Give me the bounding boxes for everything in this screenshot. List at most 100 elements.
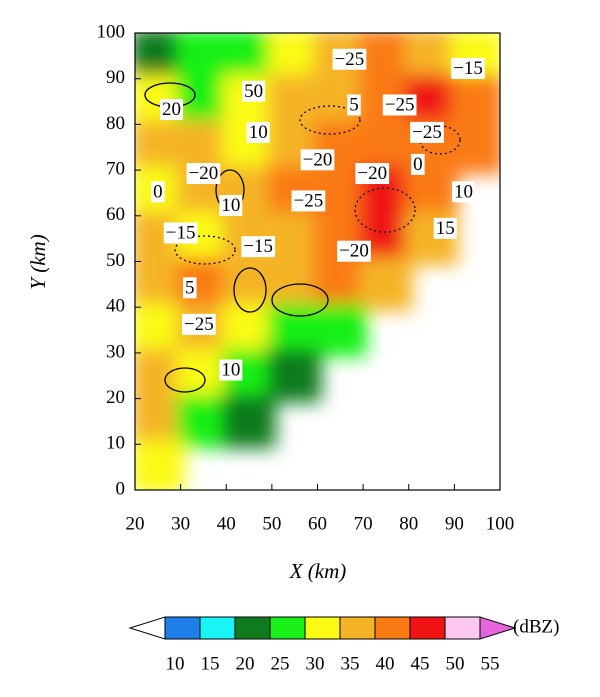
contour-label: −20 [339,241,369,262]
x-tick-label: 20 [126,513,145,534]
field-cell [222,394,276,449]
y-axis-label: Y (km) [26,234,50,289]
contour-label-bg [382,94,417,116]
colorbar-label: 40 [376,653,395,674]
colorbar-label: 55 [481,653,500,674]
field-cells [135,33,500,490]
colorbar: 10 15 20 25 30 35 40 45 50 55 (dBZ) [128,616,559,674]
contour-label-bg [332,48,367,70]
x-axis-label: X (km) [289,559,347,583]
x-tick-label: 60 [308,513,327,534]
field-cell [222,257,276,312]
y-tick-label: 80 [106,113,125,134]
field-cell [267,33,322,83]
colorbar-over [479,616,517,640]
contour-label: 5 [349,94,359,115]
contour-label: −25 [385,94,415,115]
field-cell [404,33,459,83]
contour-label: 10 [221,195,240,216]
colorbar-label: 50 [446,653,465,674]
contour-label: 5 [185,277,195,298]
contour-label-bg [355,163,390,185]
field-cell [135,303,185,357]
contour-label-bg [291,190,326,212]
contour-label: −15 [453,58,483,79]
contour-label: 15 [436,218,455,239]
field-cell [176,394,231,449]
contour-label: −15 [243,236,273,257]
field [135,33,500,490]
contour-line [299,105,361,135]
colorbar-label: 30 [306,653,325,674]
contour-label-bg [182,313,216,335]
contour-label-bg [451,57,485,79]
y-tick-label: 10 [106,433,125,454]
contour-label-bg [452,181,475,203]
field-cell [450,120,500,175]
field-cell [313,303,368,357]
contour-label: −25 [335,49,365,70]
field-cell [176,74,231,129]
colorbar-box [374,616,411,640]
x-tick-label: 80 [399,513,418,534]
y-tick-label: 50 [106,250,125,271]
contour-label-bg [411,153,425,175]
contour-label-bg [347,94,361,116]
contour-label-bg [241,236,276,258]
contour-label: −25 [412,122,442,143]
field-cell [450,74,500,129]
x-tick-label: 30 [171,513,190,534]
y-tick-label: 90 [106,67,125,88]
field-cell [313,257,368,312]
colorbar-under [128,616,166,640]
field-cell [135,120,185,175]
colorbar-unit: (dBZ) [513,616,559,637]
contour-label: −20 [189,163,219,184]
contour-label-bg [160,99,183,121]
field-cell [267,303,322,357]
field-cell [176,33,231,83]
colorbar-box [269,616,306,640]
y-tick-label: 100 [97,21,126,42]
contour-label: 10 [221,360,240,381]
annotations: −25 −15 50 20 5 −25 10 −25 −20 0 −20 −20 0 10 10 −25 −15… [151,48,485,381]
x-tick-label: 40 [217,513,236,534]
field-cell [359,33,413,83]
contour-label: 50 [244,81,263,102]
x-tick-label: 50 [262,513,281,534]
contour-label-bg [300,149,335,171]
y-tick-label: 60 [106,204,125,225]
colorbar-box [409,616,446,640]
contour-label: 0 [413,154,423,175]
contour-label-bg [410,121,444,143]
contour-label: −25 [184,314,214,335]
field-cell [222,303,276,357]
contour-label-bg [337,240,371,262]
contour-label-bg [163,222,198,244]
contour-label: −20 [303,149,333,170]
contour-label-bg [186,163,221,185]
field-cell [135,440,185,490]
field-cell [359,257,413,312]
field-cell [222,33,276,83]
contour-line [174,235,236,265]
x-tick-label: 90 [445,513,464,534]
colorbar-box [164,616,201,640]
contour-line [271,283,329,317]
field-cell [135,257,185,312]
colorbar-box [339,616,376,640]
contour-label: 0 [153,181,163,202]
x-tick-label: 100 [486,513,515,534]
field-cell [135,33,185,83]
y-tick-label: 40 [106,296,125,317]
axes: 20 30 40 50 60 70 80 90 100010203040506070809010… [97,21,515,534]
field-cell [267,211,322,266]
contour-label-bg [151,181,165,203]
colorbar-label: 25 [271,653,290,674]
contour-label: −15 [166,222,196,243]
contour-label: 10 [454,181,473,202]
contour-line [233,267,267,313]
contour-label: −20 [357,163,387,184]
colorbar-label: 20 [236,653,255,674]
